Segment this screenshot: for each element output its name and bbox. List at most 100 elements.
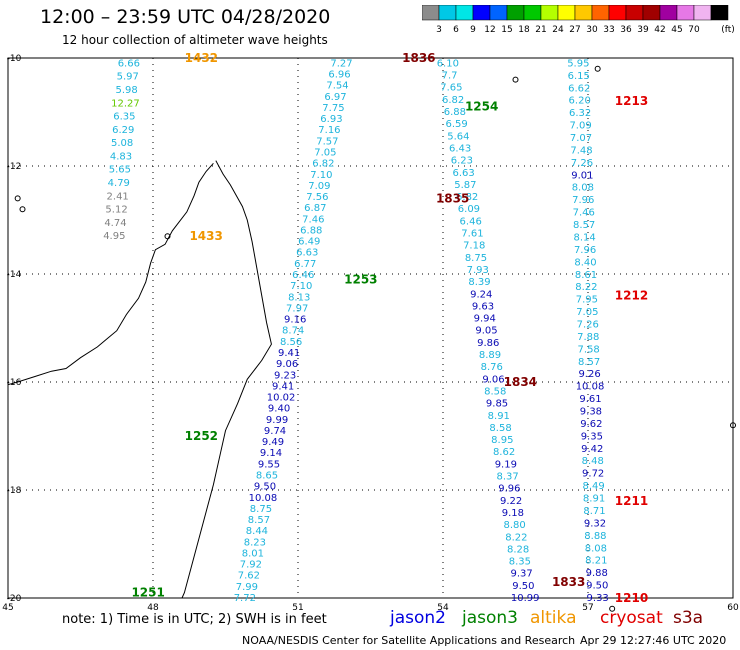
wave-height-value: 6.88 xyxy=(300,225,322,236)
wave-height-value: 8.23 xyxy=(244,537,266,548)
sat-label-jason2: jason2 xyxy=(390,608,446,628)
legend-tick-label: 21 xyxy=(535,25,546,35)
wave-height-value: 9.62 xyxy=(580,419,602,430)
wave-height-value: 6.63 xyxy=(453,168,475,179)
wave-height-value: 6.29 xyxy=(112,125,134,136)
wave-height-value: 6.77 xyxy=(294,259,316,270)
wave-height-value: 10.02 xyxy=(267,393,296,404)
wave-height-value: 9.55 xyxy=(258,459,280,470)
wave-height-value: 7.58 xyxy=(578,344,600,355)
wave-height-value: 8.14 xyxy=(573,232,595,243)
legend-tick-label: 9 xyxy=(470,25,476,35)
wave-height-value: 9.22 xyxy=(500,496,522,507)
wave-height-value: 7.88 xyxy=(577,332,599,343)
wave-height-value: 8.39 xyxy=(468,277,490,288)
legend-tick-label: 70 xyxy=(688,25,700,35)
wave-height-value: 9.96 xyxy=(498,484,520,495)
credit-line: NOAA/NESDIS Center for Satellite Applica… xyxy=(242,634,576,647)
wave-height-value: 9.72 xyxy=(582,469,604,480)
wave-height-value: 10.99 xyxy=(511,593,540,604)
legend-tick-label: 45 xyxy=(671,25,682,35)
wave-height-value: 6.88 xyxy=(444,107,466,118)
wave-height-value: 8.76 xyxy=(481,362,503,373)
wave-height-value: 7.96 xyxy=(572,195,594,206)
wave-height-value: 7.7 xyxy=(442,71,458,82)
legend-unit: (ft) xyxy=(721,25,735,35)
pass-time-label: 1433 xyxy=(189,229,222,243)
wave-height-value: 6.63 xyxy=(296,248,318,259)
pass-time-label: 1432 xyxy=(185,51,218,65)
wave-height-value: 7.75 xyxy=(322,103,344,114)
wave-height-value: 9.24 xyxy=(470,289,492,300)
pass-time-label: 1210 xyxy=(615,591,648,605)
wave-height-value: 7.05 xyxy=(576,307,598,318)
wave-height-value: 9.26 xyxy=(578,369,600,380)
x-tick-label: 51 xyxy=(292,603,303,612)
wave-height-value: 8.22 xyxy=(575,282,597,293)
color-legend: 3 6 9 12 15 18 21 24 27 30 33 36 39 42 45 70 (ft) xyxy=(422,5,735,35)
wave-height-value: 7.65 xyxy=(440,83,462,94)
wave-height-value: 6.32 xyxy=(569,108,591,119)
wave-height-value: 8.89 xyxy=(479,350,501,361)
wave-height-value: 9.35 xyxy=(581,431,603,442)
wave-height-value: 9.19 xyxy=(495,459,517,470)
wave-height-value: 9.50 xyxy=(586,581,608,592)
wave-height-value: 8.57 xyxy=(573,220,595,231)
wave-height-value: 7.46 xyxy=(573,208,595,219)
map-title: 12:00 – 23:59 UTC 04/28/2020 xyxy=(40,6,331,28)
wave-height-value: 6.23 xyxy=(451,156,473,167)
wave-height-value: 6.10 xyxy=(437,58,459,69)
island xyxy=(14,195,21,202)
wave-height-value: 8.40 xyxy=(574,257,596,268)
legend-tick-label: 39 xyxy=(637,25,649,35)
wave-height-value: 8.21 xyxy=(585,556,607,567)
pass-time-label: 1251 xyxy=(131,586,164,600)
wave-height-value: 8.91 xyxy=(583,494,605,505)
wave-height-value: 9.50 xyxy=(512,581,534,592)
wave-height-value: 8.95 xyxy=(491,435,513,446)
wave-height-value: 7.61 xyxy=(461,229,483,240)
wave-height-value: 4.95 xyxy=(103,231,125,242)
wave-height-value: 8.91 xyxy=(488,411,510,422)
wave-height-value: 9.33 xyxy=(587,593,609,604)
wave-height-value: 6.82 xyxy=(456,192,478,203)
wave-height-value: 9.16 xyxy=(284,315,306,326)
wave-height-value: 6.82 xyxy=(442,95,464,106)
wave-height-value: 7.95 xyxy=(576,295,598,306)
legend-tick-label: 15 xyxy=(501,25,512,35)
wave-height-value: 6.43 xyxy=(449,143,471,154)
wave-height-value: 8.58 xyxy=(484,386,506,397)
wave-height-value: 5.95 xyxy=(567,58,589,69)
wave-height-value: 7.93 xyxy=(467,265,489,276)
legend-tick-label: 6 xyxy=(453,25,459,35)
west-coastline xyxy=(7,162,214,386)
wave-height-value: 8.58 xyxy=(489,423,511,434)
wave-height-value: 8.65 xyxy=(256,470,278,481)
wave-height-value: 8.57 xyxy=(578,357,600,368)
island xyxy=(164,233,171,240)
wave-height-value: 9.85 xyxy=(486,399,508,410)
wave-height-value: 5.08 xyxy=(111,138,133,149)
legend-tick-label: 3 xyxy=(436,25,442,35)
legend-swatch xyxy=(710,5,729,21)
wave-height-value: 7.96 xyxy=(574,245,596,256)
x-tick-label: 57 xyxy=(582,603,593,612)
wave-height-value: 8.71 xyxy=(583,506,605,517)
wave-height-value: 6.15 xyxy=(568,71,590,82)
wave-height-value: 7.57 xyxy=(316,136,338,147)
wave-height-value: 6.87 xyxy=(304,203,326,214)
wave-height-value: 7.97 xyxy=(286,303,308,314)
wave-height-value: 8.35 xyxy=(509,557,531,568)
wave-height-value: 9.14 xyxy=(260,448,282,459)
wave-height-value: 7.27 xyxy=(330,58,352,69)
wave-height-value: 7.09 xyxy=(569,121,591,132)
wave-height-value: 7.26 xyxy=(571,158,593,169)
pass-time-label: 1252 xyxy=(185,429,218,443)
wave-height-value: 9.63 xyxy=(472,301,494,312)
wave-height-value: 9.18 xyxy=(502,508,524,519)
wave-height-value: 8.75 xyxy=(465,253,487,264)
wave-height-value: 7.46 xyxy=(302,214,324,225)
wave-height-value: 5.12 xyxy=(105,205,127,216)
x-tick-label: 60 xyxy=(727,603,739,612)
legend-tick-label: 33 xyxy=(603,25,614,35)
